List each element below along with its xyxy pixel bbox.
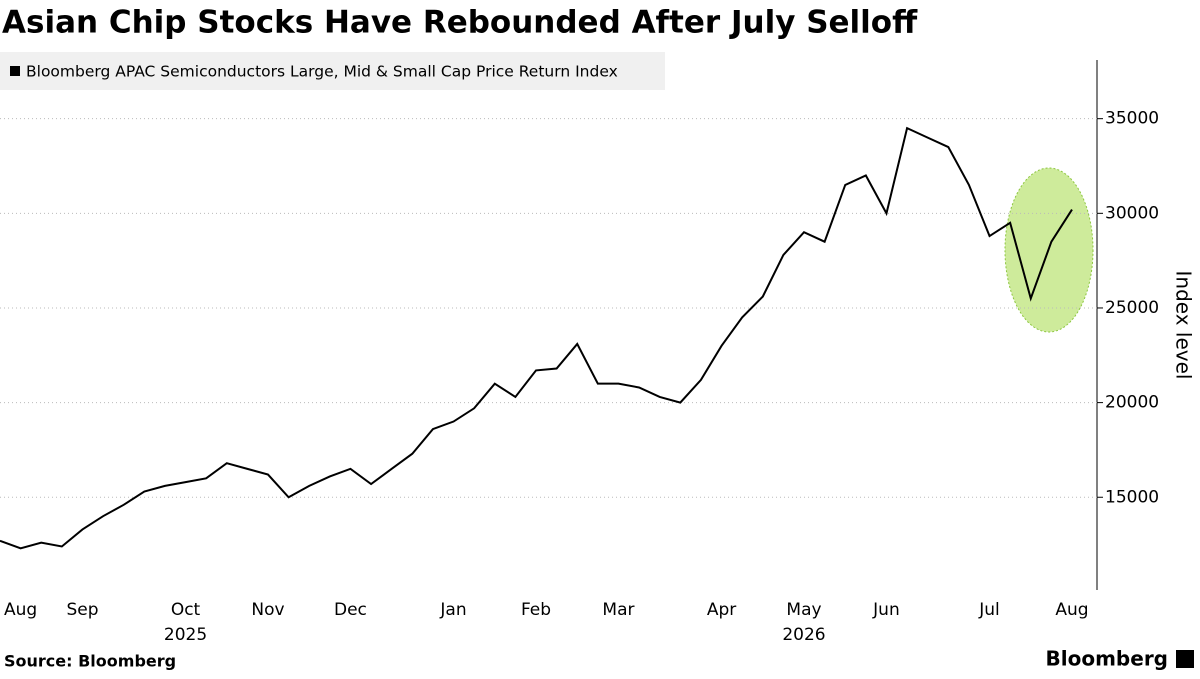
brand: Bloomberg — [1046, 647, 1168, 671]
x-tick-label: Apr — [707, 600, 736, 620]
legend-label: Bloomberg APAC Semiconductors Large, Mid… — [26, 63, 618, 81]
data-line — [0, 126, 1073, 550]
x-tick-label: May — [786, 600, 821, 620]
x-tick-label: Oct — [171, 600, 201, 620]
x-tick-label: Jan — [439, 600, 466, 620]
legend-box — [0, 52, 665, 90]
x-tick-label: Feb — [521, 600, 551, 620]
legend-swatch — [10, 66, 20, 76]
x-tick-label: Jul — [978, 600, 1000, 620]
x-tick-label: Sep — [66, 600, 98, 620]
x-tick-label: Aug — [4, 600, 37, 620]
y-tick-label: 15000 — [1105, 487, 1159, 507]
x-year-label: 2026 — [782, 625, 825, 645]
x-tick-label: Nov — [251, 600, 284, 620]
x-tick-label: Aug — [1055, 600, 1088, 620]
x-tick-label: Jun — [872, 600, 900, 620]
source: Source: Bloomberg — [4, 652, 176, 671]
chart-title: Asian Chip Stocks Have Rebounded After J… — [2, 5, 918, 41]
y-tick-label: 25000 — [1105, 298, 1159, 318]
y-tick-label: 20000 — [1105, 393, 1159, 413]
y-axis-title: Index level — [1172, 271, 1196, 380]
x-year-label: 2025 — [164, 625, 207, 645]
brand-icon — [1176, 650, 1194, 668]
x-tick-label: Dec — [334, 600, 367, 620]
y-tick-label: 35000 — [1105, 109, 1159, 129]
x-tick-label: Mar — [602, 600, 634, 620]
y-tick-label: 30000 — [1105, 203, 1159, 223]
